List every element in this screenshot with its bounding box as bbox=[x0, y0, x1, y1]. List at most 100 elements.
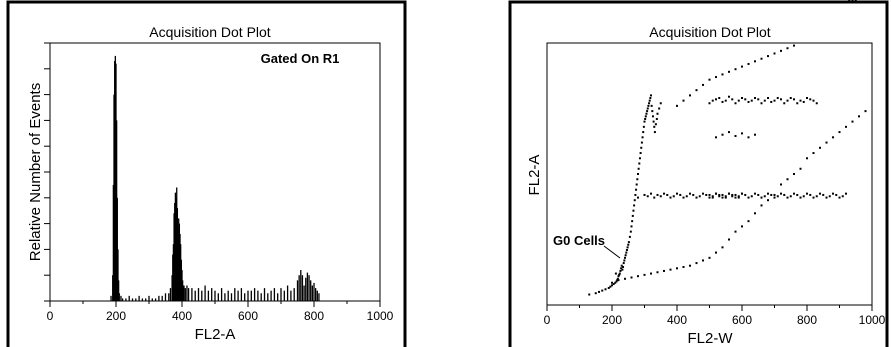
scatter-point bbox=[625, 251, 628, 254]
scatter-point bbox=[641, 136, 644, 139]
scatter-point bbox=[656, 271, 659, 274]
scatter-point bbox=[776, 195, 779, 198]
scatter-panel-frame bbox=[508, 0, 889, 347]
scatter-point bbox=[728, 70, 730, 73]
histogram-bar bbox=[234, 288, 236, 301]
scatter-point bbox=[656, 193, 659, 196]
scatter-point bbox=[763, 99, 766, 102]
histogram-bar bbox=[116, 120, 118, 302]
scatter-point bbox=[760, 196, 763, 199]
scatter-point bbox=[744, 193, 747, 196]
histogram-bar bbox=[187, 288, 190, 301]
scatter-point bbox=[858, 115, 860, 118]
scatter-point bbox=[838, 131, 841, 134]
scatter-g0-pointer bbox=[603, 245, 621, 259]
scatter-point bbox=[659, 195, 662, 198]
scatter-point bbox=[786, 196, 789, 199]
histogram-bar bbox=[112, 184, 115, 301]
scatter-point bbox=[708, 193, 711, 196]
scatter-point bbox=[819, 192, 821, 195]
histogram-x-tick-label: 200 bbox=[106, 309, 126, 323]
scatter-point bbox=[737, 196, 740, 199]
scatter-point bbox=[650, 94, 652, 97]
histogram-bar bbox=[313, 282, 315, 301]
histogram-bar bbox=[171, 275, 173, 301]
histogram-bar bbox=[183, 285, 185, 301]
histogram-bar bbox=[116, 197, 118, 301]
scatter-point bbox=[828, 195, 831, 198]
scatter-point bbox=[780, 98, 782, 101]
histogram-bar bbox=[318, 293, 320, 301]
scatter-point bbox=[618, 273, 621, 276]
scatter-point bbox=[721, 246, 724, 249]
scatter-point bbox=[636, 178, 639, 181]
histogram-bar bbox=[141, 298, 144, 301]
scatter-point bbox=[741, 225, 743, 228]
histogram-bar bbox=[112, 275, 114, 301]
scatter-point bbox=[617, 275, 620, 278]
histogram-x-tick-label: 600 bbox=[238, 309, 258, 323]
scatter-x-tick-label: 600 bbox=[732, 313, 752, 327]
scatter-point bbox=[721, 133, 724, 136]
scatter-point bbox=[631, 214, 634, 217]
scatter-point bbox=[763, 195, 766, 198]
scatter-title: Acquisition Dot Plot bbox=[649, 24, 771, 40]
scatter-point bbox=[718, 193, 721, 196]
histogram-bar bbox=[250, 290, 252, 301]
scatter-point bbox=[708, 256, 711, 259]
scatter-point bbox=[789, 195, 792, 198]
scatter-point bbox=[793, 192, 795, 195]
scatter-point bbox=[734, 135, 737, 138]
scatter-point bbox=[822, 193, 825, 196]
scatter-point bbox=[624, 277, 626, 280]
histogram-bar bbox=[207, 290, 210, 301]
scatter-point bbox=[825, 141, 828, 144]
histogram-bar bbox=[315, 288, 317, 301]
histogram-bar bbox=[174, 202, 176, 301]
scatter-point bbox=[622, 262, 625, 265]
histogram-bar bbox=[161, 295, 163, 301]
scatter-point bbox=[760, 102, 763, 105]
scatter-point bbox=[645, 112, 648, 115]
scatter-point bbox=[672, 195, 675, 198]
scatter-point bbox=[802, 100, 805, 103]
scatter-point bbox=[655, 117, 658, 120]
scatter-point bbox=[845, 192, 847, 195]
scatter-point bbox=[786, 47, 789, 50]
scatter-point bbox=[711, 99, 714, 102]
scatter-point bbox=[647, 104, 650, 107]
scatter-point bbox=[640, 146, 643, 149]
histogram-panel-frame bbox=[6, 0, 407, 347]
scatter-point bbox=[594, 292, 597, 295]
scatter-point bbox=[695, 89, 698, 92]
scatter-point bbox=[685, 195, 688, 198]
histogram-bar bbox=[145, 298, 147, 301]
scatter-point bbox=[812, 99, 815, 102]
histogram-bar bbox=[114, 55, 116, 302]
scatter-point bbox=[646, 110, 649, 113]
scatter-x-tick-label: 400 bbox=[667, 313, 687, 327]
scatter-point bbox=[619, 269, 622, 272]
scatter-point bbox=[625, 248, 628, 251]
histogram-bar bbox=[176, 187, 178, 301]
scatter-point bbox=[682, 99, 685, 102]
scatter-point bbox=[776, 97, 779, 100]
scatter-point bbox=[750, 99, 753, 102]
scatter-point bbox=[630, 276, 633, 279]
scatter-points bbox=[588, 0, 867, 296]
histogram-bar bbox=[303, 285, 305, 301]
histogram-bar bbox=[211, 288, 213, 301]
scatter-point bbox=[757, 193, 760, 196]
scatter-point bbox=[780, 49, 782, 52]
scatter-y-axis-label: FL2-A bbox=[526, 155, 543, 196]
scatter-point bbox=[643, 273, 646, 276]
scatter-point bbox=[773, 52, 776, 55]
scatter-point bbox=[741, 97, 743, 100]
scatter-point bbox=[621, 268, 624, 271]
scatter-point bbox=[711, 196, 714, 199]
scatter-point bbox=[646, 107, 649, 110]
scatter-point bbox=[786, 178, 789, 181]
scatter-point bbox=[767, 192, 769, 195]
histogram-bar bbox=[204, 285, 206, 301]
scatter-point bbox=[650, 192, 652, 195]
